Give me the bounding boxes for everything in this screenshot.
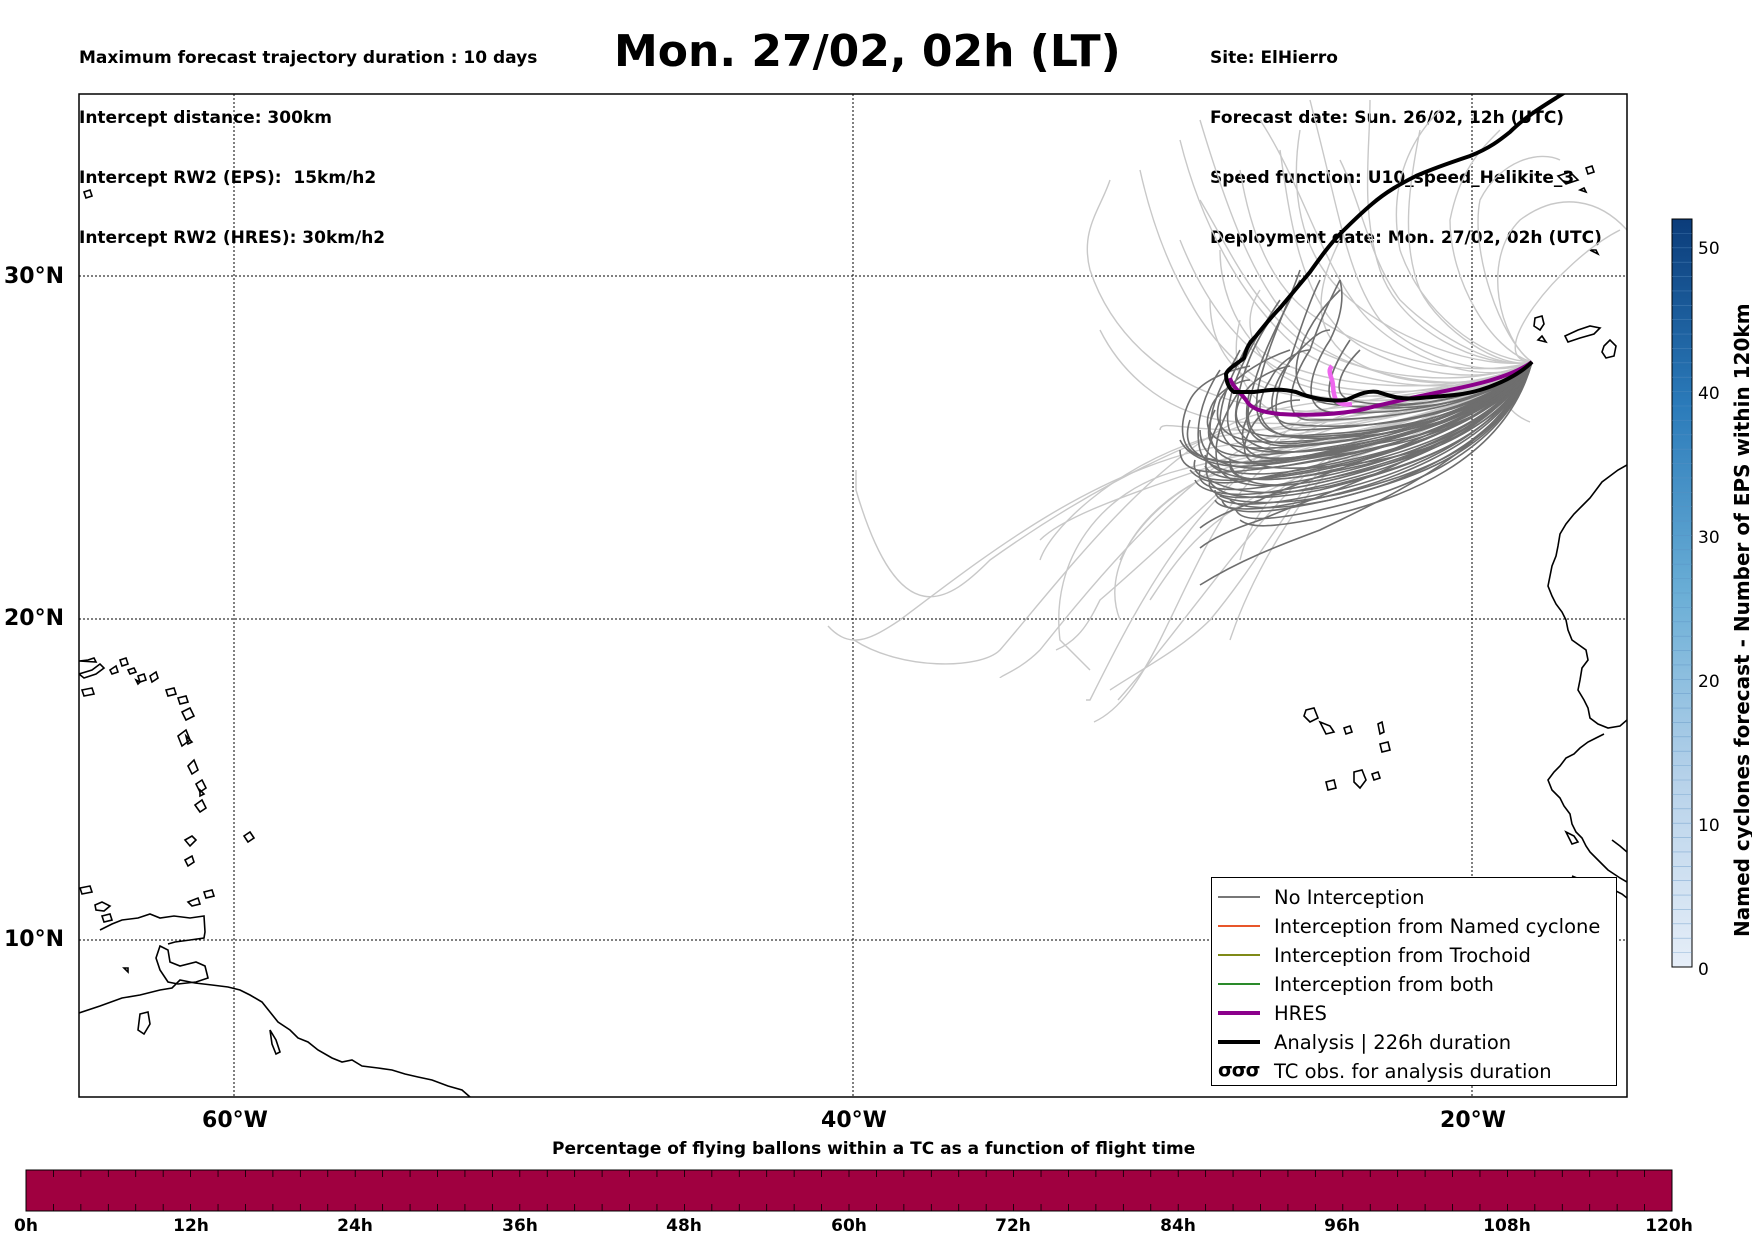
legend-swatch [1218,954,1260,956]
legend-label: Interception from Named cyclone [1274,915,1601,938]
colorbar-tick: 20 [1698,672,1720,692]
flight-time-tick: 12h [173,1216,209,1236]
eps-trajectories-light [827,99,1627,723]
flight-time-tick: 60h [831,1216,867,1236]
bottom-bar-title: Percentage of flying ballons within a TC… [552,1139,1196,1159]
hres-early-trajectory [1327,364,1353,407]
lat-label-10n: 10°N [3,927,64,952]
flight-time-tick: 96h [1324,1216,1360,1236]
legend-item-named-cyclone: Interception from Named cyclone [1212,912,1616,941]
legend-swatch [1218,1040,1260,1044]
coastline-caribbean [79,188,471,1097]
tc-symbol-icon: σσσ [1218,1059,1260,1081]
lon-label-40w: 40°W [821,1108,887,1133]
lon-label-20w: 20°W [1440,1108,1506,1133]
legend-item-analysis: Analysis | 226h duration [1212,1028,1616,1057]
colorbar-title: Named cyclones forecast - Number of EPS … [1730,303,1752,937]
lon-label-60w: 60°W [202,1108,268,1133]
legend-item-both: Interception from both [1212,970,1616,999]
legend-label: TC obs. for analysis duration [1274,1060,1552,1083]
legend-item-hres: HRES [1212,999,1616,1028]
legend-swatch [1218,1011,1260,1015]
legend-swatch [1218,983,1260,985]
legend-label: Analysis | 226h duration [1274,1031,1512,1054]
analysis-trajectory [1223,94,1567,403]
legend-swatch [1218,896,1260,898]
colorbar-tick: 0 [1698,960,1709,980]
legend-swatch [1218,925,1260,927]
legend-item-tc-obs: σσσ TC obs. for analysis duration [1212,1057,1616,1086]
colorbar-tick: 50 [1698,239,1720,259]
flight-time-tick: 48h [666,1216,702,1236]
flight-time-tick: 84h [1160,1216,1196,1236]
map-legend: No Interception Interception from Named … [1211,877,1617,1086]
legend-item-no-interception: No Interception [1212,883,1616,912]
legend-label: HRES [1274,1002,1327,1025]
forecast-settings-text: Maximum forecast trajectory duration : 1… [79,8,537,268]
hres-trajectory [1228,360,1534,417]
legend-item-trochoid: Interception from Trochoid [1212,941,1616,970]
eps-trajectories-no-interception [1179,269,1533,586]
page-title: Mon. 27/02, 02h (LT) [614,26,1121,77]
colorbar-tick: 30 [1698,528,1720,548]
header-line: Intercept RW2 (HRES): 30km/h2 [79,228,386,248]
cyclone-colorbar [1671,218,1693,968]
flight-time-tick: 24h [337,1216,373,1236]
header-line: Site: ElHierro [1210,48,1338,68]
map-frame [78,93,1628,1098]
flight-time-tick: 108h [1483,1216,1531,1236]
legend-label: Interception from both [1274,973,1494,996]
header-line: Intercept distance: 300km [79,108,332,128]
colorbar-tick: 10 [1698,816,1720,836]
flight-time-bar [25,1169,1673,1212]
flight-time-tick: 120h [1645,1216,1693,1236]
flight-time-tick: 36h [502,1216,538,1236]
legend-label: No Interception [1274,886,1425,909]
lat-label-20n: 20°N [3,606,64,631]
flight-time-tick: 72h [995,1216,1031,1236]
flight-time-tick: 0h [14,1216,38,1236]
legend-label: Interception from Trochoid [1274,944,1531,967]
header-line: Maximum forecast trajectory duration : 1… [79,48,538,68]
colorbar-tick: 40 [1698,384,1720,404]
header-line: Intercept RW2 (EPS): 15km/h2 [79,168,377,188]
lat-label-30n: 30°N [3,264,64,289]
